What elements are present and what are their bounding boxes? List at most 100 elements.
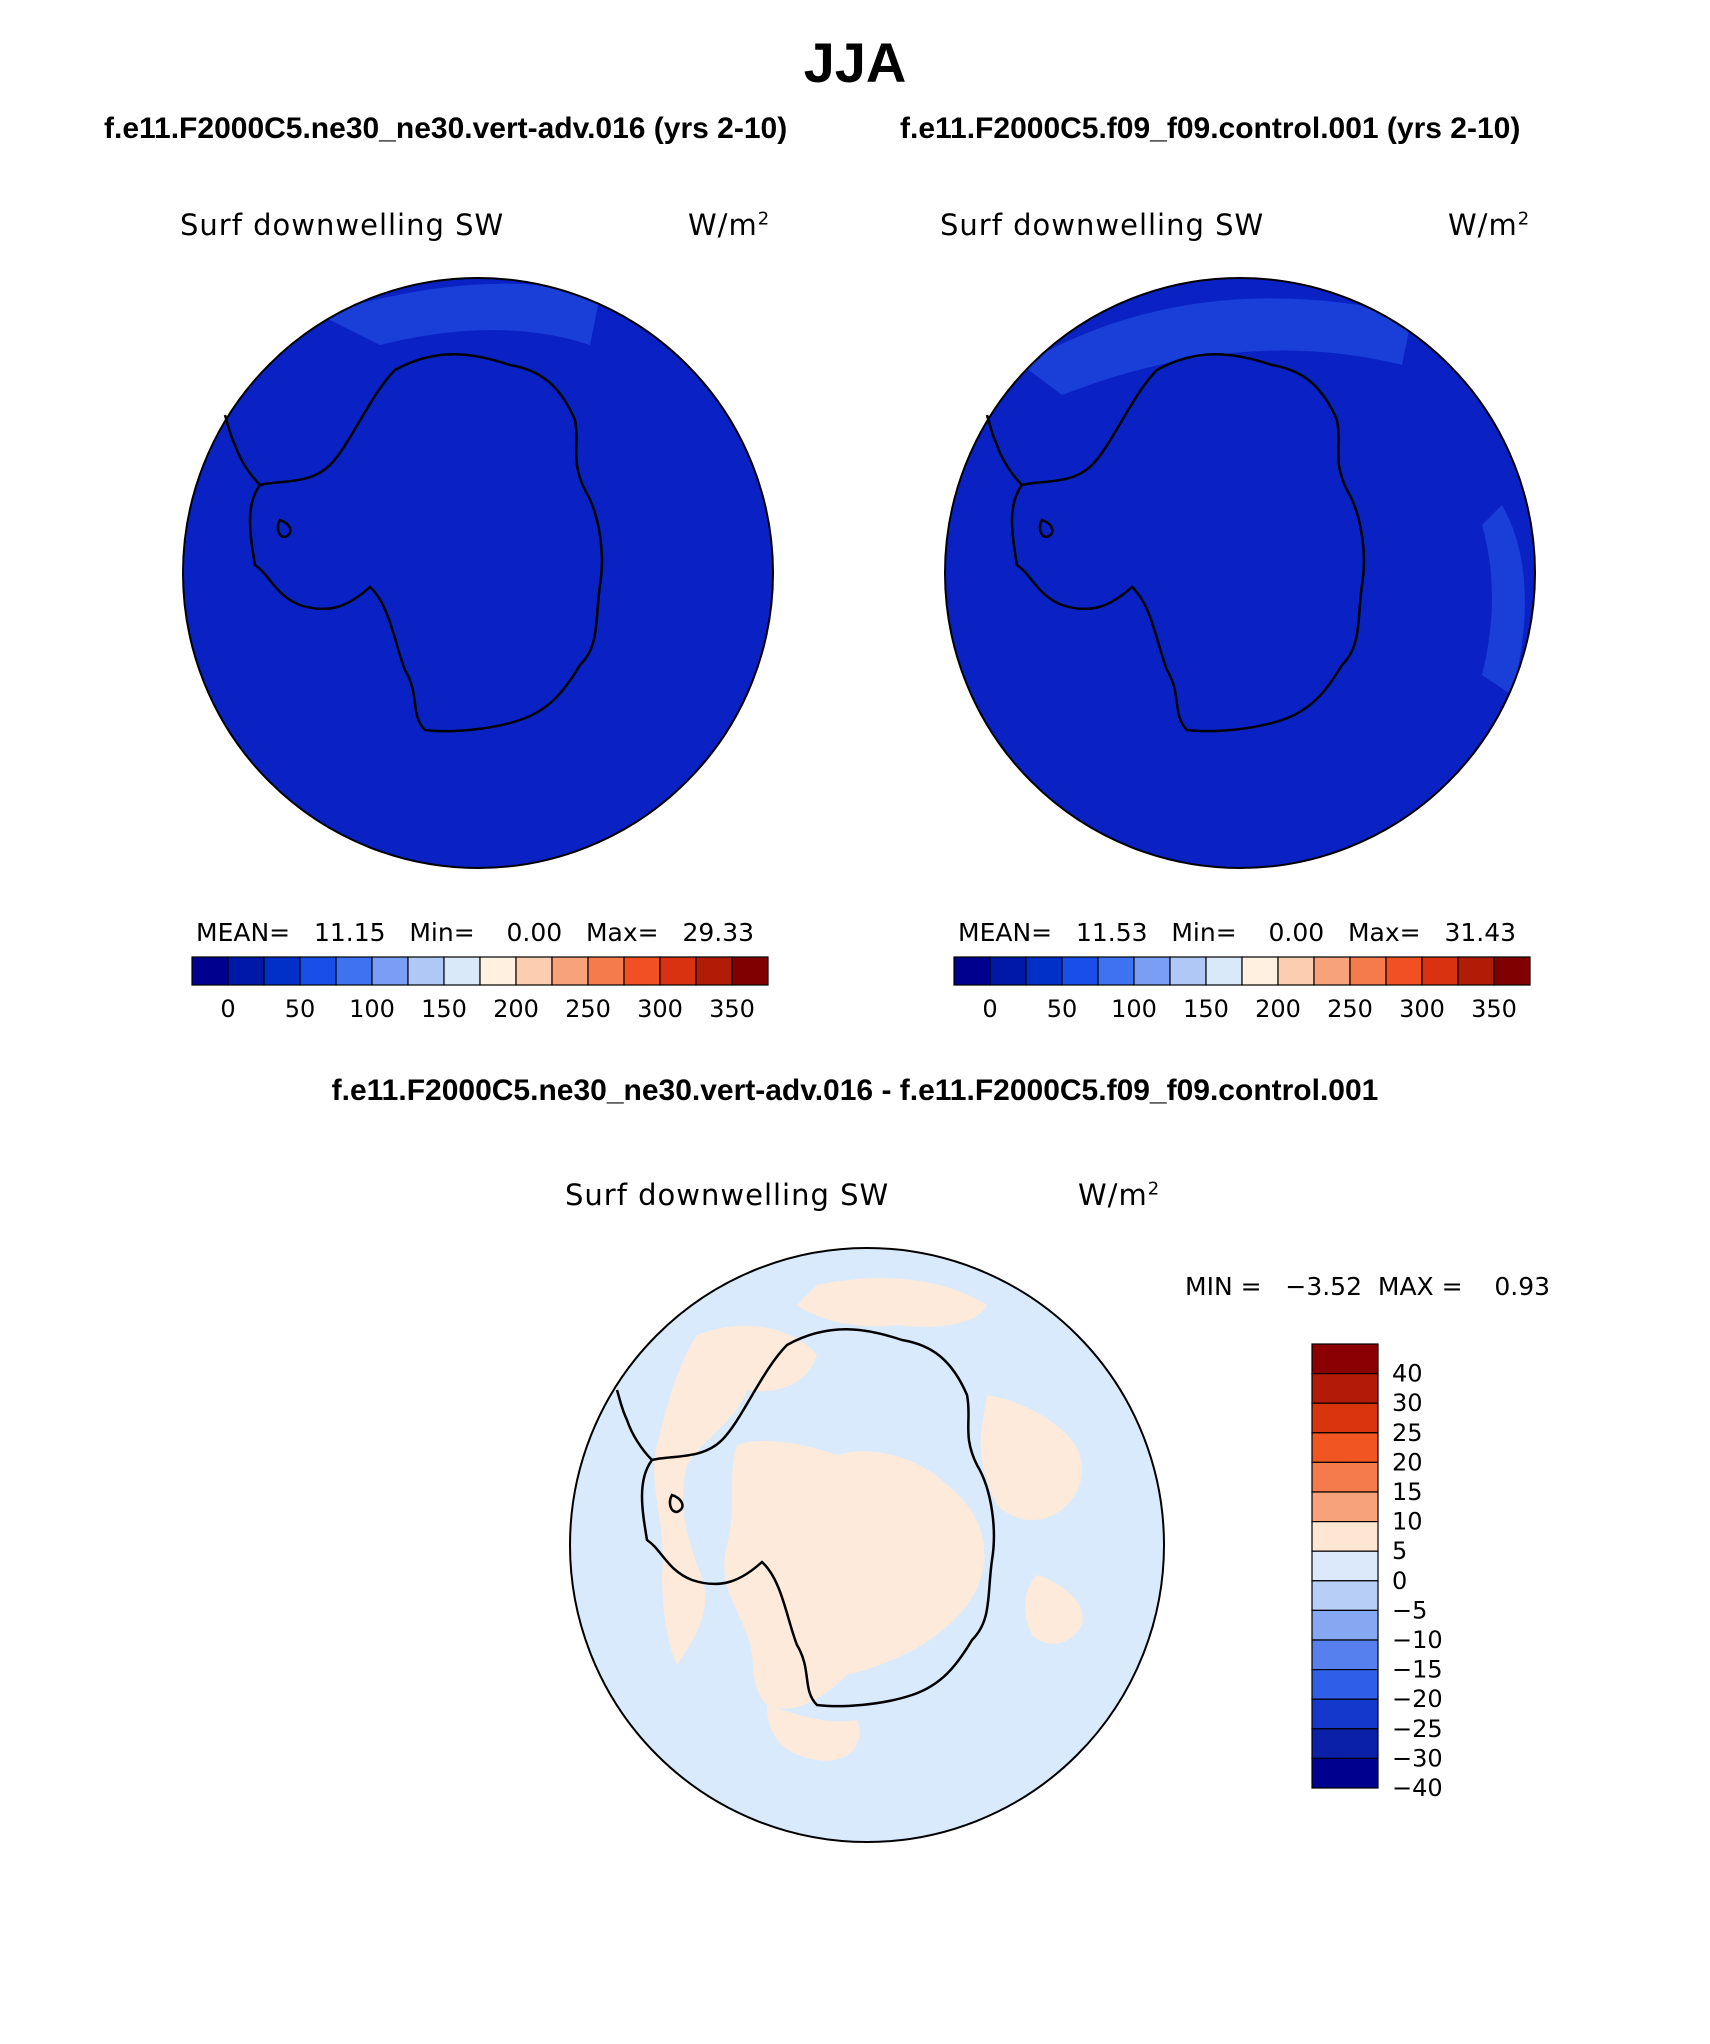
- right-antarctica-coastline: [985, 353, 1366, 733]
- diff-colorbar-label: 25: [1392, 1419, 1423, 1447]
- colorbar-tick-label: 50: [285, 995, 316, 1023]
- diff-colorbar-box: [1311, 1343, 1379, 1375]
- colorbar-box: [1277, 956, 1315, 986]
- colorbar-box: [407, 956, 445, 986]
- colorbar-box: [587, 956, 625, 986]
- right-map-edge-shading-east: [1482, 505, 1525, 695]
- difference-title: f.e11.F2000C5.ne30_ne30.vert-adv.016 - f…: [331, 1074, 1379, 1107]
- diff-colorbar-box: [1311, 1639, 1379, 1671]
- colorbar-box: [695, 956, 733, 986]
- colorbar-box: [623, 956, 661, 986]
- colorbar-box: [443, 956, 481, 986]
- diff-colorbar-label: −10: [1392, 1626, 1443, 1654]
- colorbar-tick-label: 350: [1471, 995, 1517, 1023]
- diff-colorbar-box: [1311, 1609, 1379, 1641]
- colorbar-box: [1025, 956, 1063, 986]
- colorbar-box: [1061, 956, 1099, 986]
- colorbar-tick-label: 150: [421, 995, 467, 1023]
- left-stats: MEAN= 11.15 Min= 0.00 Max= 29.33: [196, 918, 755, 947]
- diff-colorbar-label: 5: [1392, 1537, 1407, 1565]
- left-case-title: f.e11.F2000C5.ne30_ne30.vert-adv.016 (yr…: [104, 112, 788, 145]
- colorbar-tick-label: 200: [1255, 995, 1301, 1023]
- diff-colorbar-box: [1311, 1372, 1379, 1404]
- diff-colorbar-label: −20: [1392, 1685, 1443, 1713]
- diff-colorbar-label: 0: [1392, 1567, 1407, 1595]
- difference-units-label: W/m2: [1078, 1178, 1161, 1212]
- colorbar-box: [731, 956, 769, 986]
- colorbar-tick-label: 200: [493, 995, 539, 1023]
- diff-colorbar-box: [1311, 1491, 1379, 1523]
- colorbar-box: [1385, 956, 1423, 986]
- left-map-field: [183, 278, 773, 868]
- colorbar-box: [953, 956, 991, 986]
- colorbar-box: [1457, 956, 1495, 986]
- colorbar-box: [1133, 956, 1171, 986]
- difference-polar-map: [569, 1247, 1165, 1843]
- right-field-label: Surf downwelling SW: [940, 208, 1265, 242]
- diff-colorbar-label: 20: [1392, 1448, 1423, 1476]
- colorbar-box: [227, 956, 265, 986]
- diff-colorbar-box: [1311, 1521, 1379, 1552]
- left-polar-map: [182, 277, 774, 869]
- colorbar-box: [191, 956, 229, 986]
- diff-colorbar-label: −5: [1392, 1596, 1427, 1624]
- left-antarctica-coastline: [223, 353, 604, 733]
- diff-colorbar-label: −40: [1392, 1774, 1443, 1802]
- colorbar-box: [989, 956, 1027, 986]
- diff-colorbar-box: [1311, 1402, 1379, 1434]
- colorbar-box: [515, 956, 553, 986]
- right-map-field: [945, 278, 1535, 868]
- difference-antarctica-coastline: [615, 1328, 996, 1708]
- diff-colorbar-box: [1311, 1461, 1379, 1493]
- diff-colorbar-box: [1311, 1432, 1379, 1464]
- right-case-title: f.e11.F2000C5.f09_f09.control.001 (yrs 2…: [900, 112, 1521, 145]
- colorbar-box: [659, 956, 697, 986]
- colorbar-tick-label: 0: [220, 995, 235, 1023]
- diff-colorbar-label: −25: [1392, 1715, 1443, 1743]
- colorbar-tick-label: 300: [1399, 995, 1445, 1023]
- left-colorbar: 0 50 100 150 200 250 300 350: [191, 956, 769, 1023]
- colorbar-box: [299, 956, 337, 986]
- difference-field-label: Surf downwelling SW: [565, 1178, 890, 1212]
- colorbar-box: [551, 956, 589, 986]
- left-units-label: W/m2: [688, 208, 771, 242]
- diff-colorbar-box: [1311, 1550, 1379, 1582]
- page-title: JJA: [803, 31, 907, 94]
- colorbar-box: [479, 956, 517, 986]
- diff-colorbar-label: 30: [1392, 1389, 1423, 1417]
- colorbar-box: [1241, 956, 1279, 986]
- colorbar-box: [1169, 956, 1207, 986]
- colorbar-tick-label: 50: [1047, 995, 1078, 1023]
- diff-colorbar-label: −15: [1392, 1656, 1443, 1684]
- right-units-label: W/m2: [1448, 208, 1531, 242]
- difference-stats: MIN = −3.52 MAX = 0.93: [1185, 1272, 1551, 1301]
- colorbar-tick-label: 350: [709, 995, 755, 1023]
- colorbar-tick-label: 0: [982, 995, 997, 1023]
- colorbar-box: [335, 956, 373, 986]
- right-stats: MEAN= 11.53 Min= 0.00 Max= 31.43: [958, 918, 1517, 947]
- diff-colorbar-label: −30: [1392, 1744, 1443, 1772]
- left-field-label: Surf downwelling SW: [180, 208, 505, 242]
- colorbar-box: [1097, 956, 1135, 986]
- diff-colorbar-box: [1311, 1669, 1379, 1700]
- colorbar-box: [1313, 956, 1351, 986]
- colorbar-tick-label: 250: [1327, 995, 1373, 1023]
- colorbar-box: [1205, 956, 1243, 986]
- colorbar-tick-label: 100: [1111, 995, 1157, 1023]
- diff-colorbar-box: [1311, 1580, 1379, 1612]
- diff-colorbar-label: 10: [1392, 1508, 1423, 1536]
- diff-colorbar-label: 40: [1392, 1360, 1423, 1388]
- colorbar-box: [263, 956, 301, 986]
- diff-colorbar-box: [1311, 1698, 1379, 1730]
- left-map-edge-shading: [320, 283, 600, 345]
- colorbar-tick-label: 150: [1183, 995, 1229, 1023]
- diff-colorbar-box: [1311, 1757, 1379, 1789]
- colorbar-tick-label: 250: [565, 995, 611, 1023]
- colorbar-box: [1349, 956, 1387, 986]
- diff-colorbar-label: 15: [1392, 1478, 1423, 1506]
- right-map-edge-shading: [1022, 298, 1412, 395]
- colorbar-tick-label: 100: [349, 995, 395, 1023]
- right-colorbar: 0 50 100 150 200 250 300 350: [953, 956, 1531, 1023]
- colorbar-box: [371, 956, 409, 986]
